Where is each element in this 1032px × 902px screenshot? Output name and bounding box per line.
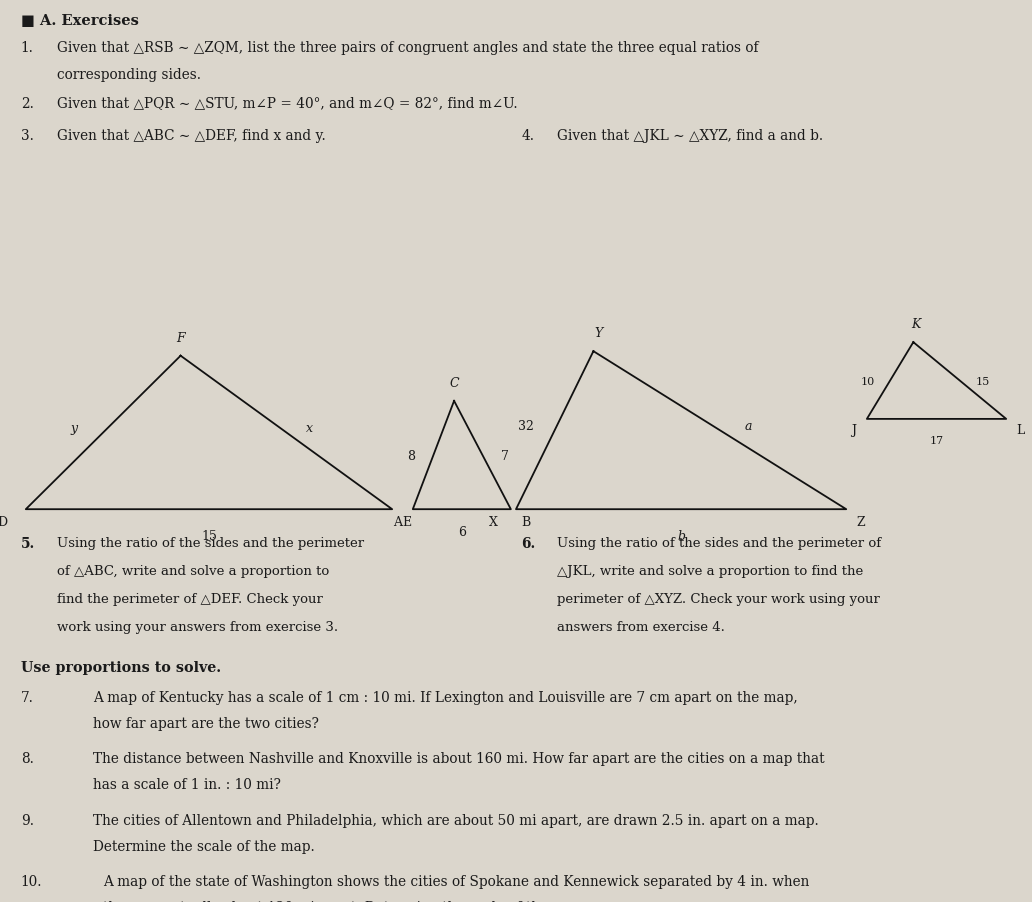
Text: a: a bbox=[745, 419, 752, 433]
Text: 1.: 1. bbox=[21, 41, 33, 55]
Text: 32: 32 bbox=[518, 419, 534, 433]
Text: X: X bbox=[488, 515, 497, 528]
Text: D: D bbox=[0, 515, 7, 528]
Text: they are actually about 120 mi apart. Determine the scale of the map.: they are actually about 120 mi apart. De… bbox=[103, 900, 587, 902]
Text: The cities of Allentown and Philadelphia, which are about 50 mi apart, are drawn: The cities of Allentown and Philadelphia… bbox=[93, 813, 818, 827]
Text: △JKL, write and solve a proportion to find the: △JKL, write and solve a proportion to fi… bbox=[557, 565, 864, 577]
Text: A: A bbox=[393, 515, 402, 528]
Text: K: K bbox=[910, 318, 921, 331]
Text: answers from exercise 4.: answers from exercise 4. bbox=[557, 621, 725, 633]
Text: 15: 15 bbox=[201, 529, 217, 542]
Text: 8: 8 bbox=[407, 449, 415, 462]
Text: 8.: 8. bbox=[21, 751, 33, 766]
Text: 6: 6 bbox=[458, 526, 465, 538]
Text: Using the ratio of the sides and the perimeter: Using the ratio of the sides and the per… bbox=[57, 537, 364, 549]
Text: L: L bbox=[1017, 424, 1025, 437]
Text: B: B bbox=[521, 515, 530, 528]
Text: 9.: 9. bbox=[21, 813, 34, 827]
Text: Given that △PQR ∼ △STU, m∠P = 40°, and m∠Q = 82°, find m∠U.: Given that △PQR ∼ △STU, m∠P = 40°, and m… bbox=[57, 97, 517, 111]
Text: 7: 7 bbox=[502, 449, 509, 462]
Text: 17: 17 bbox=[930, 436, 943, 446]
Text: Use proportions to solve.: Use proportions to solve. bbox=[21, 660, 221, 675]
Text: A map of Kentucky has a scale of 1 cm : 10 mi. If Lexington and Louisville are 7: A map of Kentucky has a scale of 1 cm : … bbox=[93, 690, 798, 704]
Text: 4.: 4. bbox=[521, 129, 535, 143]
Text: 10.: 10. bbox=[21, 874, 42, 888]
Text: 7.: 7. bbox=[21, 690, 33, 704]
Text: A map of the state of Washington shows the cities of Spokane and Kennewick separ: A map of the state of Washington shows t… bbox=[103, 874, 809, 888]
Text: work using your answers from exercise 3.: work using your answers from exercise 3. bbox=[57, 621, 337, 633]
Text: 10: 10 bbox=[861, 376, 874, 386]
Text: 15: 15 bbox=[975, 376, 990, 386]
Text: Determine the scale of the map.: Determine the scale of the map. bbox=[93, 839, 315, 853]
Text: F: F bbox=[176, 332, 185, 345]
Text: 3.: 3. bbox=[21, 129, 33, 143]
Text: Given that △ABC ∼ △DEF, find x and y.: Given that △ABC ∼ △DEF, find x and y. bbox=[57, 129, 325, 143]
Text: Y: Y bbox=[594, 327, 603, 340]
Text: Z: Z bbox=[857, 515, 865, 528]
Text: 5.: 5. bbox=[21, 537, 35, 551]
Text: of △ABC, write and solve a proportion to: of △ABC, write and solve a proportion to bbox=[57, 565, 329, 577]
Text: J: J bbox=[851, 424, 857, 437]
Text: Using the ratio of the sides and the perimeter of: Using the ratio of the sides and the per… bbox=[557, 537, 881, 549]
Text: corresponding sides.: corresponding sides. bbox=[57, 68, 201, 82]
Text: Given that △RSB ∼ △ZQM, list the three pairs of congruent angles and state the t: Given that △RSB ∼ △ZQM, list the three p… bbox=[57, 41, 759, 55]
Text: x: x bbox=[305, 422, 313, 435]
Text: y: y bbox=[71, 422, 77, 435]
Text: how far apart are the two cities?: how far apart are the two cities? bbox=[93, 716, 319, 731]
Text: 6.: 6. bbox=[521, 537, 536, 551]
Text: perimeter of △XYZ. Check your work using your: perimeter of △XYZ. Check your work using… bbox=[557, 593, 880, 605]
Text: Given that △JKL ∼ △XYZ, find a and b.: Given that △JKL ∼ △XYZ, find a and b. bbox=[557, 129, 824, 143]
Text: The distance between Nashville and Knoxville is about 160 mi. How far apart are : The distance between Nashville and Knoxv… bbox=[93, 751, 825, 766]
Text: find the perimeter of △DEF. Check your: find the perimeter of △DEF. Check your bbox=[57, 593, 323, 605]
Text: ■ A. Exercises: ■ A. Exercises bbox=[21, 14, 138, 29]
Text: b: b bbox=[677, 529, 685, 542]
Text: has a scale of 1 in. : 10 mi?: has a scale of 1 in. : 10 mi? bbox=[93, 778, 281, 792]
Text: 2.: 2. bbox=[21, 97, 33, 111]
Text: C: C bbox=[449, 377, 459, 390]
Text: E: E bbox=[402, 515, 412, 528]
